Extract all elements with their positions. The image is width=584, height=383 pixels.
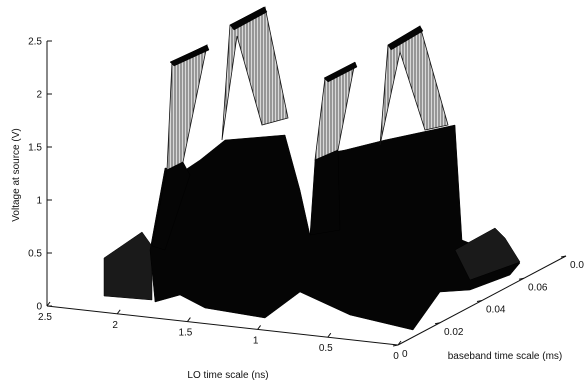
bb-tick-label: 0	[402, 349, 408, 360]
lo-tick-label: 2	[112, 320, 118, 331]
peak-3-top	[323, 61, 358, 83]
bb-tick-mark	[434, 322, 441, 325]
bb-tick-mark	[392, 344, 399, 347]
bb-tick-mark	[560, 255, 567, 258]
surface-peaks	[151, 6, 449, 251]
z-tick-label: 1.5	[28, 143, 42, 154]
peak-4-top	[387, 25, 424, 51]
z-tick-label: 2.5	[28, 37, 42, 48]
lo-tick-label: 2.5	[38, 312, 52, 323]
z-axis-ticks: 0 0.5 1 1.5 2 2.5	[28, 37, 52, 313]
lo-tick-label: 0	[393, 351, 399, 362]
surface-left-shelf	[103, 231, 153, 301]
bb-tick-label: 0.06	[528, 282, 548, 293]
lo-axis-line	[46, 305, 399, 346]
bb-tick-mark	[476, 300, 483, 302]
baseband-axis-label: baseband time scale (ms)	[448, 351, 563, 362]
baseband-axis-ticks: 0 0.02 0.04 0.06 0.08	[392, 255, 584, 360]
lo-tick-label: 1.5	[178, 328, 192, 339]
lo-axis-label: LO time scale (ns)	[187, 370, 268, 381]
z-tick-label: 0	[36, 302, 42, 313]
lo-tick-mark	[116, 309, 121, 315]
lo-tick-mark	[257, 325, 262, 330]
bb-tick-label: 0.02	[444, 327, 464, 338]
lo-tick-mark	[186, 317, 191, 322]
z-tick-label: 0.5	[28, 249, 42, 260]
lo-tick-mark	[327, 332, 332, 338]
lo-tick-mark	[397, 340, 402, 346]
peak-1-wall	[151, 161, 191, 251]
bb-tick-mark	[518, 277, 525, 280]
bb-tick-label: 0.04	[486, 305, 506, 316]
surface-right-shelf	[454, 227, 521, 281]
z-tick-label: 2	[36, 90, 42, 101]
z-tick-label: 1	[36, 196, 42, 207]
lo-tick-mark	[46, 301, 51, 307]
lo-tick-label: 0.5	[319, 343, 333, 354]
lo-tick-label: 1	[253, 335, 259, 346]
peak-2-top	[229, 6, 268, 31]
z-axis-label: Voltage at source (V)	[11, 128, 22, 221]
peak-3-wall	[309, 149, 341, 236]
bb-tick-label: 0.08	[570, 260, 584, 271]
lo-axis-ticks: 2.5 2 1.5 1 0.5 0	[38, 301, 402, 362]
peak-1-top	[169, 44, 210, 67]
